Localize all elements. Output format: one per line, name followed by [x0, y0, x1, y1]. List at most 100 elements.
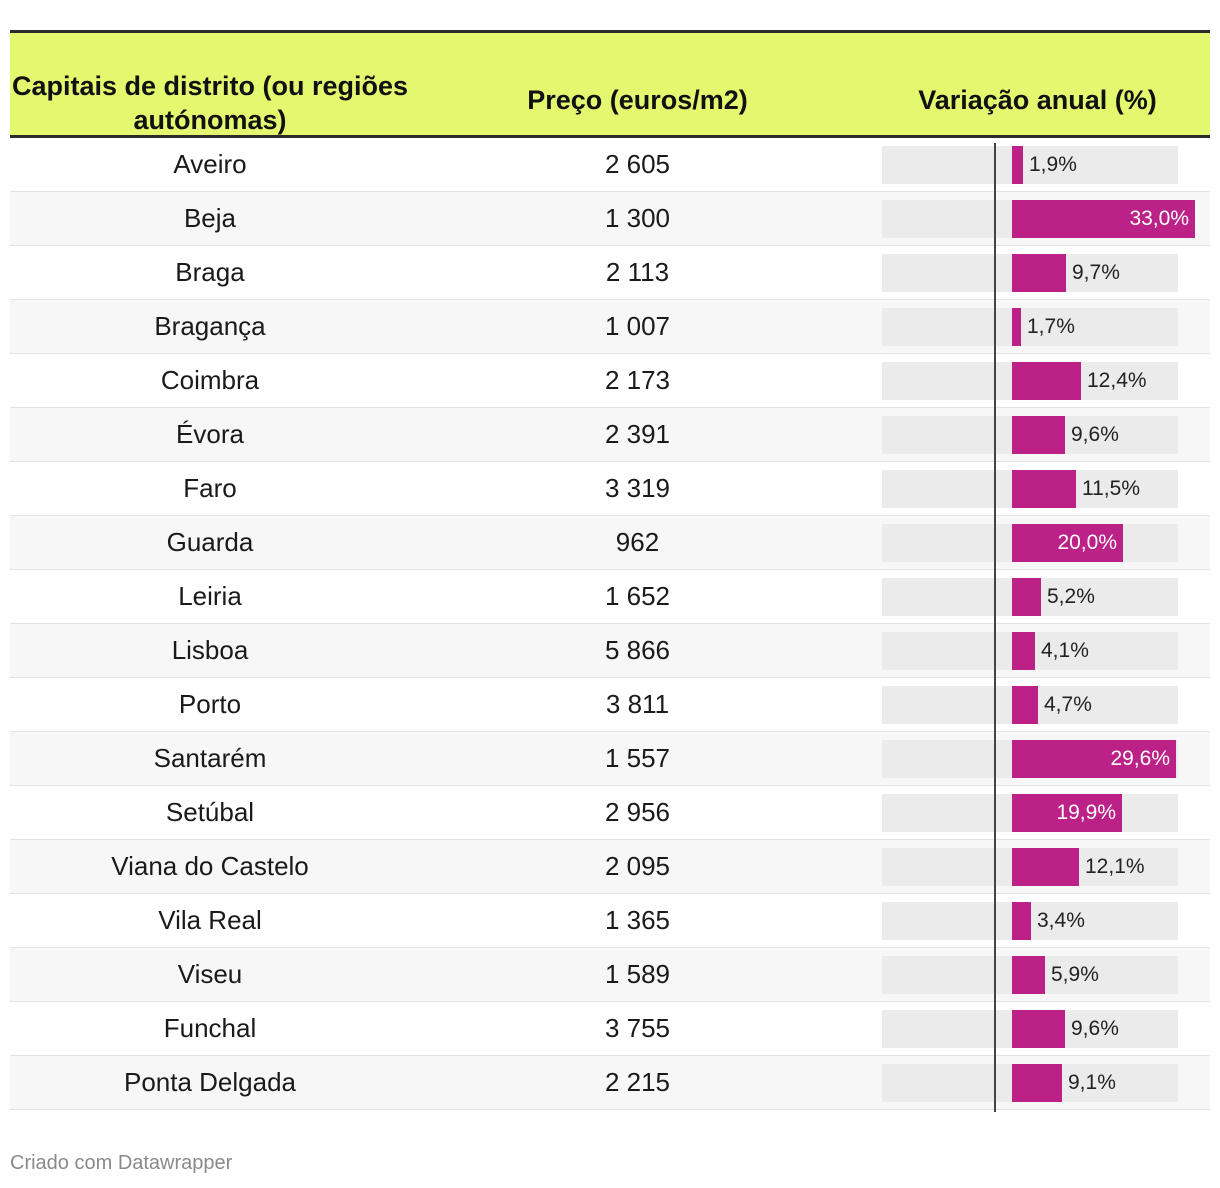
bar-track: 9,6%: [882, 415, 1178, 454]
bar-track: 11,5%: [882, 469, 1178, 508]
variation-bar: [1012, 955, 1045, 994]
variation-bar: [1012, 361, 1081, 400]
row-variation: 20,0%: [865, 516, 1210, 570]
row-price: 2 095: [604, 851, 671, 881]
table-row: Coimbra 2 173 12,4%: [10, 354, 1210, 408]
variation-label: 29,6%: [1110, 746, 1170, 770]
variation-bar: [1012, 901, 1031, 940]
table-row: Porto 3 811 4,7%: [10, 678, 1210, 732]
row-name: Vila Real: [158, 905, 262, 935]
row-name: Aveiro: [173, 149, 247, 179]
variation-bar: [1012, 793, 1122, 832]
row-variation: 12,4%: [865, 354, 1210, 408]
table-row: Lisboa 5 866 4,1%: [10, 624, 1210, 678]
bar-track: 9,6%: [882, 1009, 1178, 1048]
bar-track: 5,9%: [882, 955, 1178, 994]
row-price: 3 811: [605, 689, 670, 719]
bar-track: 29,6%: [882, 739, 1178, 778]
variation-label: 19,9%: [1056, 800, 1116, 824]
row-price: 5 866: [604, 635, 671, 665]
variation-bar: [1012, 847, 1079, 886]
top-rule: [10, 30, 1210, 33]
row-variation: 9,6%: [865, 1002, 1210, 1056]
row-variation: 33,0%: [865, 192, 1210, 246]
variation-label: 1,9%: [1029, 152, 1077, 176]
bar-track: 4,7%: [882, 685, 1178, 724]
table-body: Aveiro 2 605 1,9% Beja 1 300 33,0% Braga 2 113 9…: [10, 138, 1210, 1110]
variation-bar: [1012, 307, 1021, 346]
variation-label: 12,1%: [1085, 854, 1145, 878]
row-variation: 1,9%: [865, 138, 1210, 192]
variation-label: 4,7%: [1044, 692, 1092, 716]
row-price: 2 956: [604, 797, 671, 827]
row-name: Bragança: [154, 311, 266, 341]
footer-credit: Criado com Datawrapper: [10, 1152, 233, 1174]
table-row: Santarém 1 557 29,6%: [10, 732, 1210, 786]
table-row: Aveiro 2 605 1,9%: [10, 138, 1210, 192]
bar-track: 3,4%: [882, 901, 1178, 940]
variation-label: 4,1%: [1041, 638, 1089, 662]
table-row: Faro 3 319 11,5%: [10, 462, 1210, 516]
variation-label: 11,5%: [1082, 476, 1140, 500]
row-name: Faro: [183, 473, 237, 503]
bar-track: 5,2%: [882, 577, 1178, 616]
row-variation: 3,4%: [865, 894, 1210, 948]
variation-label: 9,6%: [1071, 1016, 1119, 1040]
variation-label: 5,9%: [1051, 962, 1099, 986]
row-price: 2 391: [604, 419, 671, 449]
row-name: Évora: [176, 419, 244, 449]
variation-bar: [1012, 253, 1066, 292]
row-price: 2 173: [604, 365, 671, 395]
row-name: Lisboa: [171, 635, 249, 665]
row-name: Santarém: [153, 743, 267, 773]
variation-label: 12,4%: [1087, 368, 1147, 392]
bar-track: 9,7%: [882, 253, 1178, 292]
row-variation: 12,1%: [865, 840, 1210, 894]
table-row: Braga 2 113 9,7%: [10, 246, 1210, 300]
header-name[interactable]: Capitais de distrito (ou regiões autónom…: [11, 71, 409, 135]
variation-label: 33,0%: [1129, 206, 1189, 230]
table-header: Capitais de distrito (ou regiões autónom…: [10, 33, 1210, 138]
bar-track: 1,9%: [882, 145, 1178, 184]
data-table: Capitais de distrito (ou regiões autónom…: [10, 30, 1210, 1110]
row-variation: 9,6%: [865, 408, 1210, 462]
row-variation: 9,1%: [865, 1056, 1210, 1110]
table-row: Bragança 1 007 1,7%: [10, 300, 1210, 354]
row-price: 3 319: [604, 473, 671, 503]
row-price: 3 755: [604, 1013, 671, 1043]
header-variation[interactable]: Variação anual (%): [918, 85, 1157, 115]
bar-track: 9,1%: [882, 1063, 1178, 1102]
table-row: Leiria 1 652 5,2%: [10, 570, 1210, 624]
variation-label: 9,6%: [1071, 422, 1119, 446]
header-price[interactable]: Preço (euros/m2): [527, 85, 748, 115]
variation-bar: [1012, 739, 1176, 778]
variation-bar: [1012, 685, 1038, 724]
row-name: Viana do Castelo: [111, 851, 309, 881]
variation-label: 1,7%: [1027, 314, 1075, 338]
row-name: Ponta Delgada: [123, 1067, 297, 1097]
variation-bar: [1012, 199, 1195, 238]
row-name: Viseu: [177, 959, 243, 989]
row-price: 1 652: [604, 581, 671, 611]
row-name: Guarda: [166, 527, 254, 557]
variation-bar: [1012, 577, 1041, 616]
row-variation: 4,7%: [865, 678, 1210, 732]
variation-label: 9,1%: [1068, 1070, 1116, 1094]
row-price: 962: [615, 527, 660, 557]
row-price: 1 007: [604, 311, 671, 341]
variation-bar: [1012, 523, 1123, 562]
variation-bar: [1012, 1063, 1062, 1102]
row-variation: 29,6%: [865, 732, 1210, 786]
variation-bar: [1012, 1009, 1065, 1048]
row-variation: 5,2%: [865, 570, 1210, 624]
variation-bar: [1012, 469, 1076, 508]
table-row: Funchal 3 755 9,6%: [10, 1002, 1210, 1056]
row-variation: 5,9%: [865, 948, 1210, 1002]
row-name: Setúbal: [165, 797, 255, 827]
bar-track: 19,9%: [882, 793, 1178, 832]
row-name: Porto: [178, 689, 242, 719]
bar-track: 33,0%: [882, 199, 1195, 238]
table-row: Vila Real 1 365 3,4%: [10, 894, 1210, 948]
table-row: Guarda 962 20,0%: [10, 516, 1210, 570]
row-variation: 11,5%: [865, 462, 1210, 516]
